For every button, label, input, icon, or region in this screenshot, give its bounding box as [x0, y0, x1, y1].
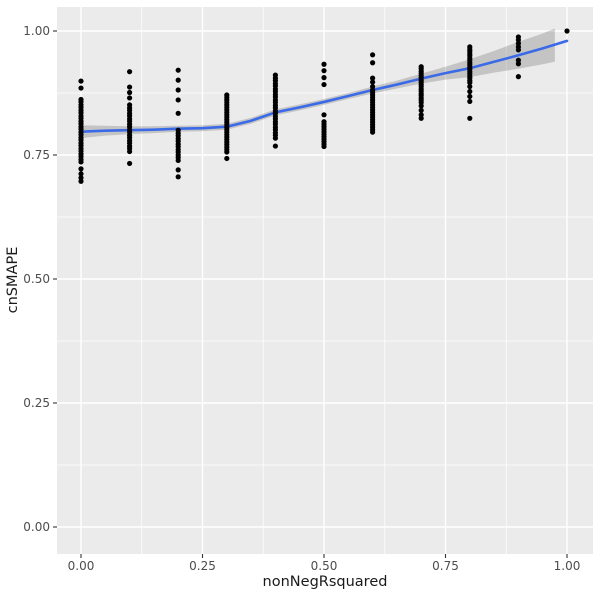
- data-point: [515, 74, 522, 80]
- data-point: [127, 89, 133, 96]
- data-point: [467, 83, 473, 90]
- svg-text:0.25: 0.25: [23, 396, 50, 410]
- data-point: [127, 95, 133, 101]
- svg-text:0.25: 0.25: [189, 559, 216, 573]
- svg-text:0.00: 0.00: [68, 559, 95, 573]
- data-point: [175, 167, 181, 173]
- data-point: [467, 98, 473, 105]
- data-point: [272, 143, 278, 149]
- data-point: [78, 85, 84, 91]
- data-point: [175, 174, 181, 180]
- data-point: [224, 149, 230, 155]
- data-point: [272, 135, 278, 141]
- data-point: [78, 166, 84, 172]
- smooth-line: [79, 39, 569, 133]
- data-point: [321, 61, 327, 67]
- svg-text:0.75: 0.75: [432, 559, 459, 573]
- y-axis-title: cnSMAPE: [5, 246, 21, 314]
- data-point: [127, 148, 133, 155]
- data-point: [224, 155, 230, 162]
- data-point: [467, 115, 473, 121]
- data-point: [370, 52, 376, 58]
- data-point: [418, 115, 424, 121]
- data-point: [321, 81, 327, 88]
- major-gridlines: [57, 7, 593, 554]
- data-point: [321, 143, 327, 150]
- data-point: [127, 160, 133, 167]
- svg-text:1.00: 1.00: [554, 559, 581, 573]
- data-point: [370, 129, 376, 135]
- tick-marks: [53, 30, 568, 558]
- data-point: [78, 171, 84, 177]
- data-point: [515, 61, 522, 67]
- svg-text:0.50: 0.50: [23, 272, 50, 286]
- minor-gridlines: [57, 7, 593, 554]
- x-axis-title: nonNegRsquared: [262, 574, 388, 590]
- data-point: [78, 78, 84, 84]
- data-point: [78, 159, 84, 165]
- data-point: [175, 67, 181, 73]
- data-point: [175, 97, 181, 103]
- scatter-points: [78, 28, 570, 184]
- data-point: [370, 75, 376, 81]
- data-point: [467, 79, 473, 86]
- data-point: [78, 178, 84, 184]
- data-point: [175, 77, 181, 83]
- data-point: [127, 84, 133, 90]
- data-point: [418, 107, 424, 113]
- data-point: [515, 47, 522, 53]
- svg-text:1.00: 1.00: [23, 24, 50, 38]
- data-point: [370, 60, 376, 66]
- data-point: [321, 75, 327, 81]
- data-point: [467, 88, 473, 95]
- data-point: [175, 157, 181, 164]
- data-point: [467, 93, 473, 100]
- data-point: [418, 103, 424, 109]
- svg-text:0.00: 0.00: [23, 520, 50, 534]
- x-tick-labels: 0.00 0.25 0.50 0.75 1.00: [68, 559, 581, 573]
- data-point: [564, 28, 570, 34]
- data-point: [175, 87, 181, 93]
- svg-text:0.75: 0.75: [23, 148, 50, 162]
- svg-text:0.50: 0.50: [311, 559, 338, 573]
- y-tick-labels: 0.00 0.25 0.50 0.75 1.00: [23, 24, 50, 534]
- data-point: [175, 110, 181, 116]
- data-point: [321, 68, 327, 74]
- plot-panel: [57, 7, 593, 554]
- data-point: [127, 69, 133, 75]
- data-point: [370, 79, 376, 85]
- data-point: [321, 112, 327, 118]
